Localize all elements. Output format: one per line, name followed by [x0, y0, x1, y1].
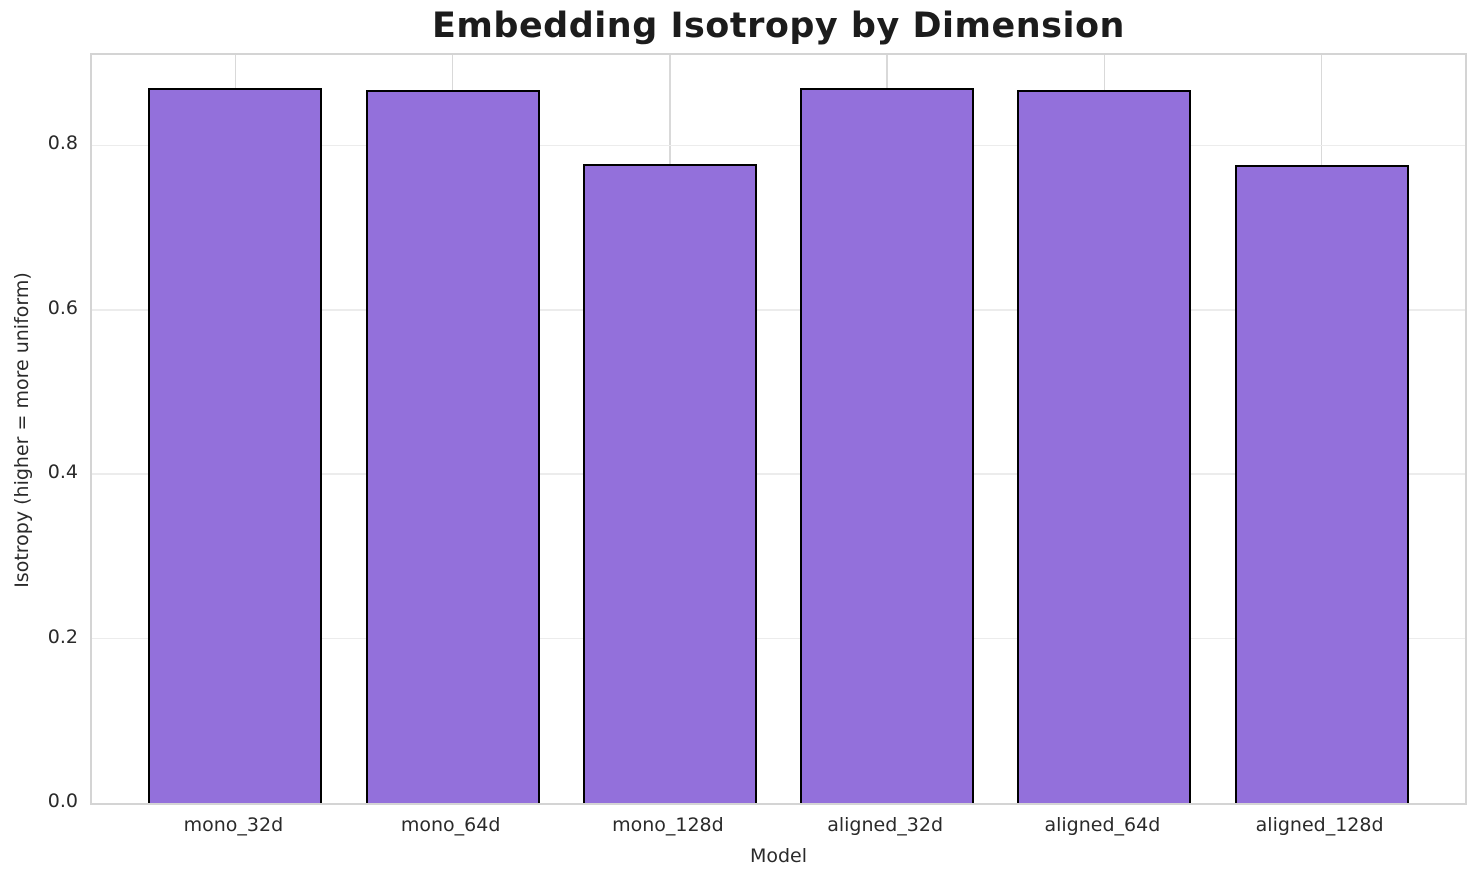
x-tick-label: aligned_32d: [827, 814, 944, 836]
y-tick-label: 0.6: [47, 296, 78, 319]
x-axis-label: Model: [749, 845, 808, 867]
bar: [800, 87, 975, 803]
bar: [1234, 165, 1409, 803]
gridline-horizontal: [92, 637, 1465, 640]
x-tick-label: aligned_128d: [1255, 814, 1384, 836]
x-tick-label: mono_128d: [612, 814, 724, 836]
y-tick-label: 0.4: [47, 461, 78, 484]
y-tick-label: 0.0: [47, 790, 78, 812]
plot-area: [90, 53, 1467, 805]
y-tick-label: 0.8: [47, 132, 78, 155]
y-tick-label: 0.2: [47, 625, 78, 648]
bar: [365, 89, 540, 803]
gridline-horizontal: [92, 309, 1465, 311]
x-tick-label: aligned_64d: [1044, 814, 1161, 836]
bar: [582, 163, 757, 803]
chart-title: Embedding Isotropy by Dimension: [432, 6, 1125, 46]
gridline-horizontal: [92, 144, 1465, 147]
x-tick-label: mono_32d: [183, 814, 284, 836]
bar: [1017, 89, 1192, 803]
gridline-horizontal: [92, 473, 1465, 475]
bar: [148, 87, 323, 803]
x-tick-label: mono_64d: [400, 814, 501, 836]
